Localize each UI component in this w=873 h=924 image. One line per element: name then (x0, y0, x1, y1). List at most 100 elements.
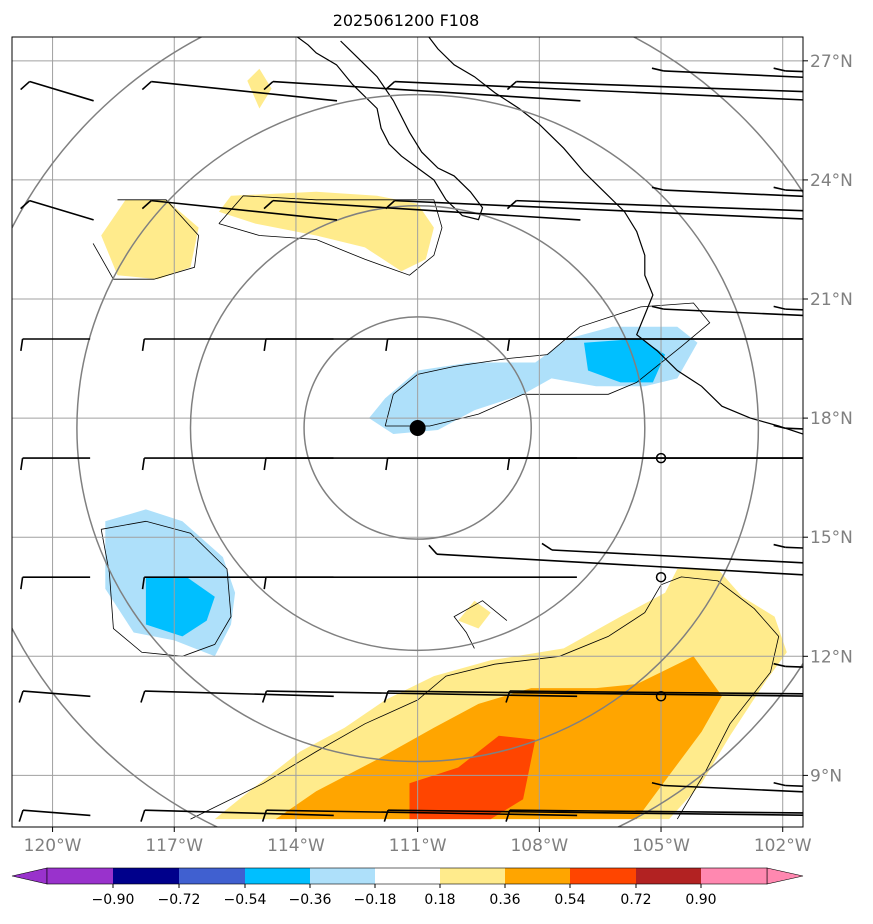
wind-barb (20, 199, 94, 221)
wind-barb-flag (263, 80, 274, 91)
wind-barb-staff (436, 553, 803, 576)
coastline-segment-0 (296, 37, 484, 221)
wind-barb-flag (506, 457, 511, 471)
lon-tick-label: 111°W (389, 836, 447, 856)
wind-calm-circle (655, 452, 667, 464)
wind-barb (20, 338, 91, 352)
wind-barb (773, 662, 803, 668)
colorbar-segment (245, 868, 310, 884)
colorbar-tick-label: 0.18 (424, 892, 455, 908)
filled-region-6 (409, 735, 536, 820)
colorbar-tick-label: −0.54 (224, 892, 267, 908)
wind-barb-flag (263, 577, 267, 590)
wind-barb-flag (20, 457, 24, 471)
lon-tick-label: 108°W (510, 836, 568, 856)
wind-barb-staff (29, 199, 94, 221)
wind-barb (263, 576, 577, 590)
wind-barb-flag (773, 543, 786, 549)
wind-barb-flag (385, 80, 396, 91)
wind-barb-flag (541, 542, 553, 551)
lon-tick-label: 120°W (24, 836, 82, 856)
storm-center-dot (409, 420, 426, 437)
wind-barb-flag (428, 544, 438, 555)
wind-barb-flag (773, 305, 786, 310)
wind-barb (773, 186, 803, 192)
wind-barb-flag (383, 809, 389, 822)
longitude-labels: 120°W 117°W 114°W 111°W 108°W 105°W 102°W (24, 827, 812, 856)
lat-tick-label: 15°N (810, 528, 853, 548)
lat-tick-label: 18°N (810, 409, 853, 429)
colorbar-segment (636, 868, 701, 884)
wind-barb-staff (151, 199, 338, 221)
wind-barb-flag (140, 690, 146, 703)
lon-tick-label: 105°W (632, 836, 690, 856)
colorbar-segment (375, 868, 440, 884)
range-ring-0 (303, 316, 532, 540)
colorbar-segment (179, 868, 245, 884)
contour-lines (92, 195, 780, 820)
lat-tick-label: 12°N (810, 647, 853, 667)
colorbar-outline (46, 867, 768, 885)
wind-barb-staff (144, 809, 334, 817)
wind-barb-flag (651, 67, 664, 72)
colorbar-extend-low (11, 867, 48, 885)
wind-barb (506, 80, 803, 93)
filled-region-8 (584, 338, 666, 383)
wind-barb-flag (263, 200, 274, 210)
lon-tick-label: 117°W (145, 836, 203, 856)
colorbar: −0.90 −0.72 −0.54 −0.36 −0.18 0.18 0.36 0.54 0.7… (11, 867, 804, 908)
wind-calm-circle (655, 691, 667, 702)
wind-barb (428, 544, 803, 576)
wind-calm-circle (655, 571, 667, 583)
colorbar-tick-label: −0.90 (92, 892, 135, 908)
wind-barb-flag (385, 338, 389, 352)
wind-barb (773, 781, 803, 787)
wind-barb (651, 781, 803, 793)
wind-barb (505, 690, 803, 703)
wind-barb (773, 543, 803, 549)
wind-barb-staff (551, 549, 803, 564)
map-area (12, 37, 803, 827)
wind-barb-flag (773, 781, 786, 787)
wind-barb (651, 67, 803, 79)
wind-barb-staff (516, 199, 803, 212)
wind-barb-flag (20, 80, 31, 91)
wind-barb (506, 338, 803, 352)
wind-barb-flag (141, 457, 146, 471)
wind-barb (141, 80, 338, 102)
wind-barb-flag (261, 690, 268, 703)
wind-barb (141, 199, 338, 221)
wind-barb-staff (272, 80, 581, 102)
wind-barb-flag (18, 690, 24, 703)
wind-barb-flag (506, 80, 517, 91)
colorbar-tick-label: 0.90 (685, 892, 716, 908)
wind-barb (140, 690, 334, 703)
wind-barb-staff (151, 80, 338, 102)
wind-barb-flag (506, 200, 517, 210)
wind-barb-flag (773, 67, 786, 72)
wind-barb (20, 576, 91, 590)
range-ring-1 (189, 204, 646, 652)
wind-barb-staff (663, 189, 803, 198)
filled-region-2 (247, 68, 272, 109)
wind-barb (385, 199, 803, 220)
wind-barb (773, 424, 803, 430)
wind-barb (383, 809, 803, 822)
wind-barb (383, 690, 803, 703)
wind-barb-staff (144, 690, 334, 698)
wind-barb-flag (263, 338, 267, 352)
wind-barb (261, 809, 578, 822)
colorbar-extend-high (766, 867, 804, 885)
lon-tick-label: 102°W (754, 836, 812, 856)
wind-barb-flag (261, 809, 268, 822)
wind-barb (20, 457, 91, 471)
filled-region-1 (218, 191, 434, 272)
wind-barb (506, 457, 803, 471)
colorbar-tick-label: 0.54 (554, 892, 585, 908)
wind-barb-staff (22, 690, 91, 698)
storm-center-marker (409, 420, 426, 437)
wind-barb (506, 199, 803, 212)
wind-barb (773, 67, 803, 73)
range-rings (12, 37, 803, 827)
wind-barb (20, 80, 94, 102)
